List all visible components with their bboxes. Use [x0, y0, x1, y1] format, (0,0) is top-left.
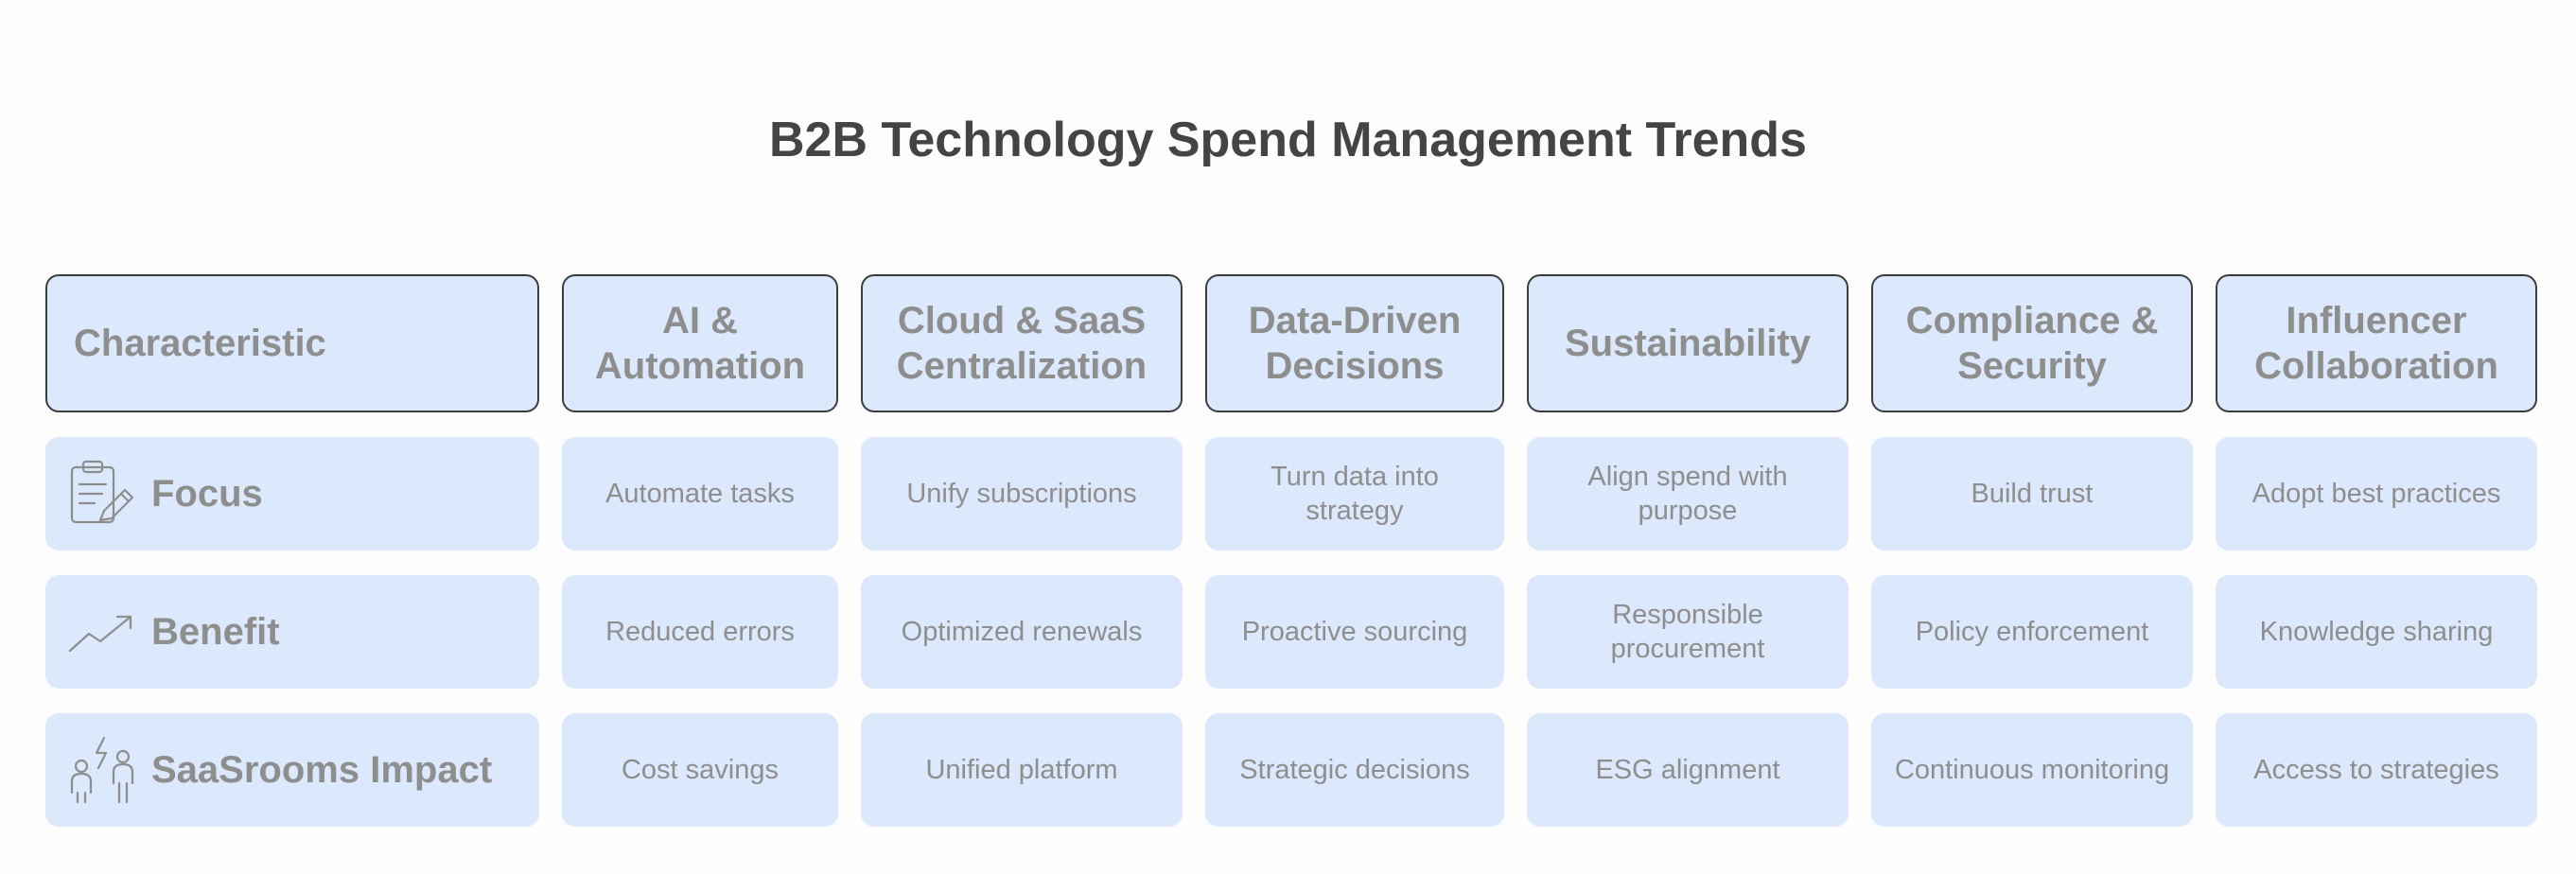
cell-impact-sustainability: ESG alignment [1527, 713, 1849, 827]
header-characteristic: Characteristic [45, 274, 539, 412]
cell-impact-ai: Cost savings [562, 713, 838, 827]
clipboard-pencil-icon [70, 460, 134, 524]
cell-impact-data: Strategic decisions [1205, 713, 1504, 827]
row-head-focus: Focus [45, 437, 539, 551]
cell-focus-influencer: Adopt best practices [2216, 437, 2537, 551]
header-ai-automation: AI & Automation [562, 274, 838, 412]
row-label-impact: SaaSrooms Impact [151, 748, 493, 791]
cell-benefit-cloud: Optimized renewals [861, 575, 1183, 689]
cell-focus-ai: Automate tasks [562, 437, 838, 551]
row-head-impact: SaaSrooms Impact [45, 713, 539, 827]
cell-focus-data: Turn data into strategy [1205, 437, 1504, 551]
row-label-benefit: Benefit [151, 610, 280, 653]
cell-benefit-ai: Reduced errors [562, 575, 838, 689]
cell-benefit-data: Proactive sourcing [1205, 575, 1504, 689]
row-head-benefit: Benefit [45, 575, 539, 689]
header-sustainability: Sustainability [1527, 274, 1849, 412]
header-cloud-saas: Cloud & SaaS Centralization [861, 274, 1183, 412]
header-influencer: Influencer Collaboration [2216, 274, 2537, 412]
cell-benefit-influencer: Knowledge sharing [2216, 575, 2537, 689]
row-label-focus: Focus [151, 472, 263, 515]
cell-impact-influencer: Access to strategies [2216, 713, 2537, 827]
header-data-driven: Data-Driven Decisions [1205, 274, 1504, 412]
people-spark-icon [70, 736, 134, 804]
cell-focus-sustainability: Align spend with purpose [1527, 437, 1849, 551]
cell-focus-compliance: Build trust [1871, 437, 2193, 551]
page-title: B2B Technology Spend Management Trends [769, 113, 1807, 167]
cell-impact-cloud: Unified platform [861, 713, 1183, 827]
cell-impact-compliance: Continuous monitoring [1871, 713, 2193, 827]
header-compliance-security: Compliance & Security [1871, 274, 2193, 412]
cell-focus-cloud: Unify subscriptions [861, 437, 1183, 551]
cell-benefit-compliance: Policy enforcement [1871, 575, 2193, 689]
cell-benefit-sustainability: Responsible procurement [1527, 575, 1849, 689]
trending-up-icon [68, 615, 132, 653]
